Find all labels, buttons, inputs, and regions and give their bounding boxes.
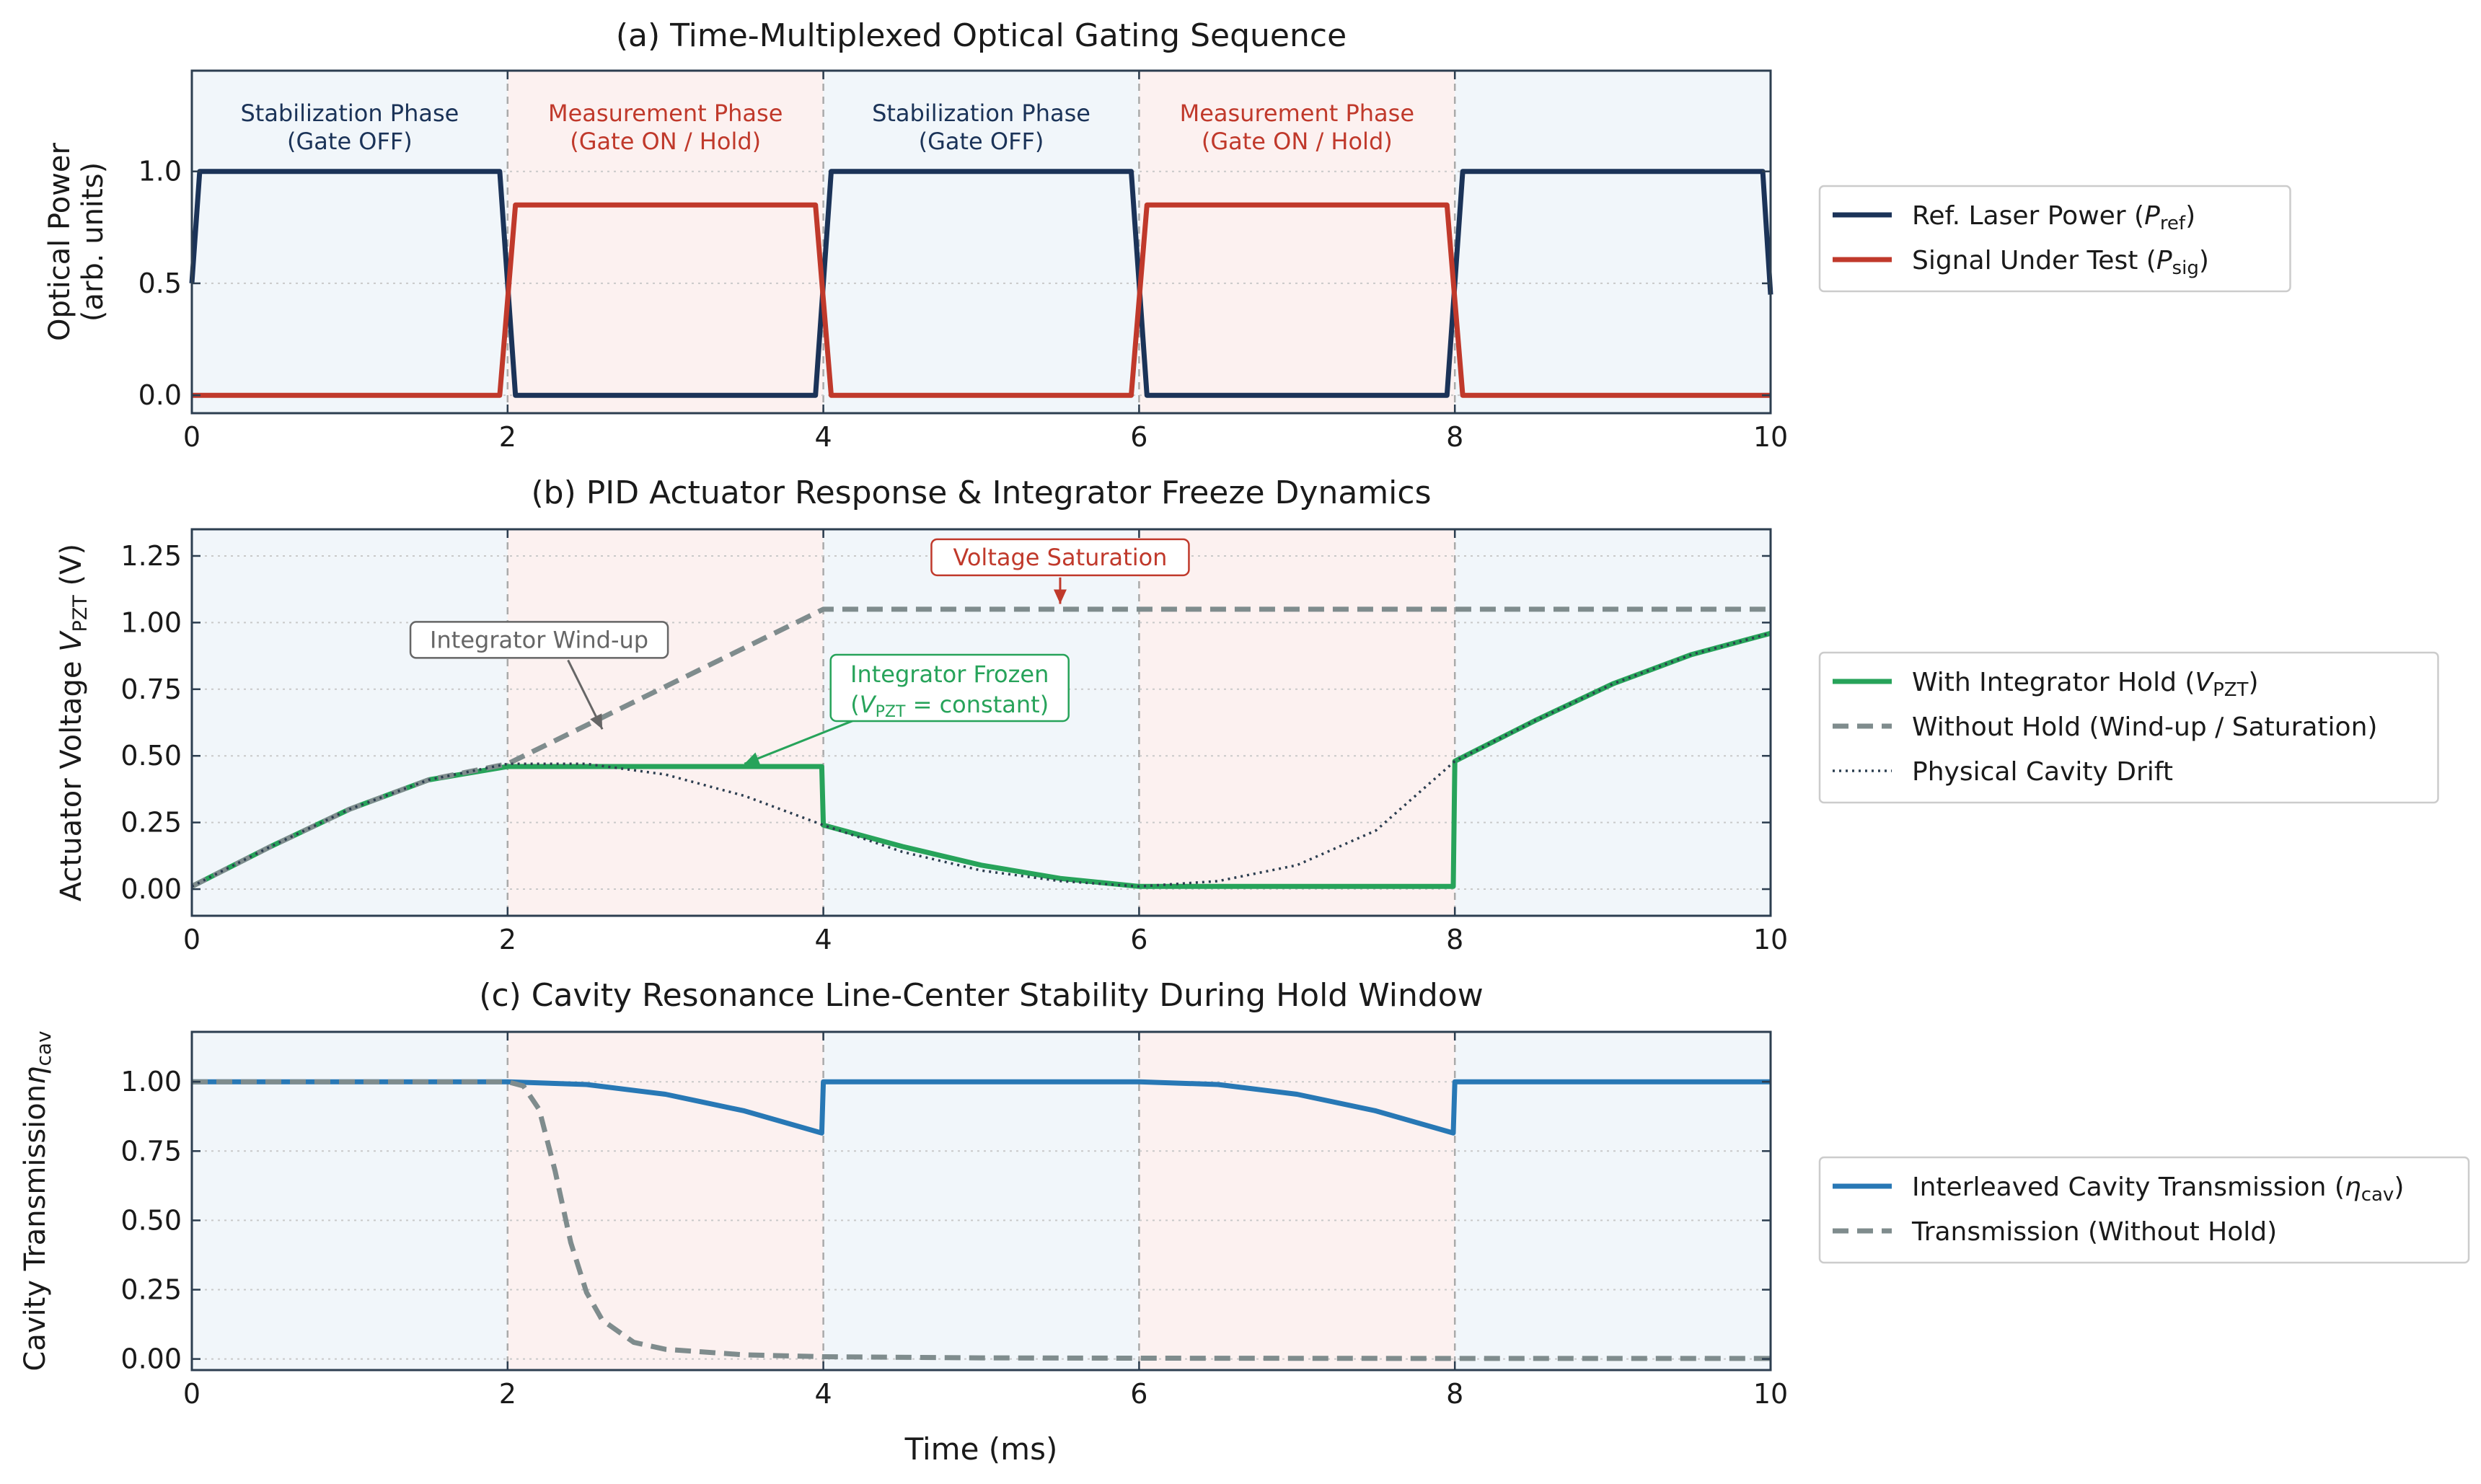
x-tick-label: 10 <box>1753 924 1788 955</box>
panel-b-pid-actuator: 0.00 0.25 0.50 0.75 1.00 1.25 0 2 4 6 8 10 (b) PID A… <box>55 474 2439 955</box>
y-tick-label: 1.25 <box>120 540 182 572</box>
x-tick-label: 2 <box>499 421 516 453</box>
legend-label: Physical Cavity Drift <box>1912 757 2173 787</box>
x-tick-label: 8 <box>1446 421 1463 453</box>
phase-label: Measurement Phase <box>1180 100 1414 127</box>
x-tick-label: 6 <box>1130 421 1147 453</box>
phase-band-stabilization <box>1455 71 1771 413</box>
legend-box <box>1818 1156 2470 1264</box>
legend-label: Ref. Laser Power (Pref) <box>1912 201 2195 234</box>
panel-title: (a) Time-Multiplexed Optical Gating Sequ… <box>616 17 1347 54</box>
x-tick-label: 4 <box>815 421 832 453</box>
y-axis-label: Actuator Voltage VPZT (V) <box>55 544 92 901</box>
plot-frame <box>190 528 1772 917</box>
y-tick-label: 1.00 <box>120 606 182 638</box>
phase-band-measurement <box>1139 1032 1455 1370</box>
x-tick-label: 2 <box>499 924 516 955</box>
phase-band-stabilization <box>823 1032 1140 1370</box>
y-tick-label: 0.75 <box>120 673 182 705</box>
y-tick-label: 0.50 <box>120 740 182 772</box>
x-tick-label: 0 <box>183 421 200 453</box>
series-line-1 <box>192 1079 1771 1361</box>
x-axis-label: Time (ms) <box>904 1431 1058 1467</box>
annotation-text: Voltage Saturation <box>953 544 1167 571</box>
legend-label: Interleaved Cavity Transmission (ηcav) <box>1912 1172 2404 1206</box>
x-tick-label: 10 <box>1753 421 1788 453</box>
x-tick-label: 6 <box>1130 1378 1147 1410</box>
annotation-arrow <box>744 715 864 765</box>
y-axis-label: Optical Power(arb. units) <box>43 142 110 340</box>
phase-sublabel: (Gate ON / Hold) <box>570 128 761 155</box>
panel-a-gating-sequence: Stabilization Phase(Gate OFF)Measurement… <box>43 17 2291 453</box>
phase-sublabel: (Gate OFF) <box>919 128 1044 155</box>
x-tick-label: 4 <box>815 1378 832 1410</box>
y-tick-label: 0.75 <box>120 1135 182 1167</box>
x-tick-label: 6 <box>1130 924 1147 955</box>
y-tick-label: 1.00 <box>120 1066 182 1097</box>
phase-band-stabilization <box>192 1032 508 1370</box>
y-tick-label: 0.00 <box>120 1343 182 1375</box>
legend-box <box>1818 185 2291 293</box>
annotation-text: (VPZT = constant) <box>850 691 1049 721</box>
series-line-2 <box>191 632 1771 888</box>
x-tick-label: 10 <box>1753 1378 1788 1410</box>
y-tick-label: 0.25 <box>120 1274 182 1306</box>
x-tick-label: 8 <box>1446 924 1463 955</box>
legend-box <box>1818 651 2439 804</box>
x-tick-label: 8 <box>1446 1378 1463 1410</box>
x-tick-label: 0 <box>183 1378 200 1410</box>
x-tick-label: 2 <box>499 1378 516 1410</box>
y-tick-label: 0.5 <box>138 268 182 299</box>
annotation-text: Integrator Wind-up <box>430 626 648 653</box>
y-tick-label: 0.00 <box>120 873 182 905</box>
phase-sublabel: (Gate OFF) <box>287 128 413 155</box>
phase-band-measurement <box>1139 529 1455 916</box>
y-tick-label: 0.0 <box>138 379 182 411</box>
annotation-arrowhead <box>744 752 761 765</box>
phase-band-measurement <box>507 71 824 413</box>
series-line-0 <box>192 1079 1771 1136</box>
legend-label: Signal Under Test (Psig) <box>1912 246 2209 279</box>
y-axis-label: Cavity Transmissionηcav <box>19 1030 56 1371</box>
phase-sublabel: (Gate ON / Hold) <box>1202 128 1393 155</box>
y-tick-label: 0.50 <box>120 1204 182 1236</box>
phase-label: Stabilization Phase <box>240 100 459 127</box>
phase-band-measurement <box>507 529 824 916</box>
legend-label: Without Hold (Wind-up / Saturation) <box>1912 712 2377 742</box>
plot-frame <box>190 1030 1772 1372</box>
phase-band-stabilization <box>1455 529 1771 916</box>
y-tick-label: 0.25 <box>120 807 182 839</box>
annotation-arrowhead <box>590 713 603 730</box>
annotation-box <box>930 538 1190 577</box>
phase-band-stabilization <box>192 71 508 413</box>
series-line-1 <box>192 202 1771 398</box>
plot-frame <box>190 69 1772 415</box>
phase-band-measurement <box>1139 71 1455 413</box>
annotation-box <box>409 621 669 659</box>
x-tick-label: 0 <box>183 924 200 955</box>
phase-band-stabilization <box>1455 1032 1771 1370</box>
panel-title: (c) Cavity Resonance Line-Center Stabili… <box>479 977 1483 1014</box>
panel-c-cavity-transmission: 0.00 0.25 0.50 0.75 1.00 0 2 4 6 8 10 (c) Cavity Re… <box>19 977 2470 1410</box>
phase-band-stabilization <box>192 529 508 916</box>
legend-label: With Integrator Hold (VPZT) <box>1912 668 2258 701</box>
x-tick-label: 4 <box>815 924 832 955</box>
series-line-0 <box>189 169 1773 398</box>
phase-label: Stabilization Phase <box>872 100 1090 127</box>
phase-band-stabilization <box>823 529 1140 916</box>
y-tick-label: 1.0 <box>138 156 182 187</box>
annotation-box <box>829 653 1070 723</box>
annotation-arrowhead <box>1053 589 1067 604</box>
panel-title: (b) PID Actuator Response & Integrator F… <box>531 474 1431 511</box>
annotation-text: Integrator Frozen <box>850 661 1049 688</box>
phase-label: Measurement Phase <box>548 100 783 127</box>
legend-label: Transmission (Without Hold) <box>1911 1217 2277 1247</box>
phase-band-stabilization <box>823 71 1140 413</box>
